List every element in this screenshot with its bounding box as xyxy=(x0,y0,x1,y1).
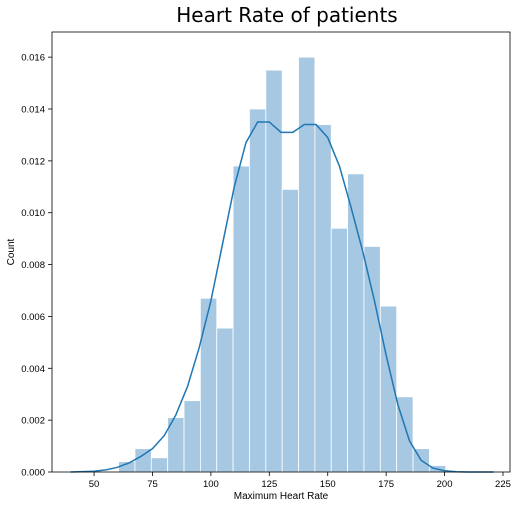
histogram-bar-5 xyxy=(199,297,218,473)
histogram-bar-8 xyxy=(249,108,267,473)
y-tick-label-0: 0.000 xyxy=(21,468,45,479)
chart-title: Heart Rate of patients xyxy=(176,3,397,27)
histogram-bar-11 xyxy=(298,56,316,473)
y-axis-ticks: 0.000 0.002 0.004 0.006 0.008 0.010 0.012 0.014… xyxy=(21,53,52,479)
histogram-bar-12 xyxy=(314,124,332,473)
histogram-bar-1 xyxy=(134,448,152,473)
y-axis-label: Count xyxy=(6,238,17,265)
histogram-bar-14 xyxy=(347,173,365,473)
y-tick-label-2: 0.004 xyxy=(21,364,45,375)
x-tick-label-6: 200 xyxy=(437,479,453,490)
x-tick-label-4: 150 xyxy=(320,479,336,490)
histogram-bar-10 xyxy=(281,188,299,473)
kde-curve xyxy=(70,121,494,473)
x-tick-label-0: 50 xyxy=(89,479,100,490)
y-tick-label-8: 0.016 xyxy=(21,53,45,64)
y-tick-label-5: 0.010 xyxy=(21,208,45,219)
x-tick-label-2: 100 xyxy=(203,479,219,490)
histogram-bar-7 xyxy=(232,165,250,473)
histogram-bars xyxy=(118,56,447,473)
x-tick-label-1: 75 xyxy=(147,479,158,490)
x-tick-label-3: 125 xyxy=(261,479,277,490)
histogram-bar-15 xyxy=(363,246,381,473)
y-tick-label-1: 0.002 xyxy=(21,416,45,427)
y-tick-label-7: 0.014 xyxy=(21,105,45,116)
y-tick-label-6: 0.012 xyxy=(21,156,45,167)
histogram-bar-6 xyxy=(216,327,234,473)
y-tick-label-3: 0.006 xyxy=(21,312,45,323)
x-axis-ticks: 50 75 100 125 150 175 200 225 xyxy=(89,472,511,490)
x-tick-label-7: 225 xyxy=(495,479,511,490)
plot-frame xyxy=(51,31,511,473)
x-axis-label: Maximum Heart Rate xyxy=(234,491,329,502)
y-tick-label-4: 0.008 xyxy=(21,260,45,271)
x-tick-label-5: 175 xyxy=(378,479,394,490)
histogram-bar-4 xyxy=(183,400,201,473)
histogram-bar-13 xyxy=(330,227,348,473)
histogram-bar-2 xyxy=(150,457,169,473)
